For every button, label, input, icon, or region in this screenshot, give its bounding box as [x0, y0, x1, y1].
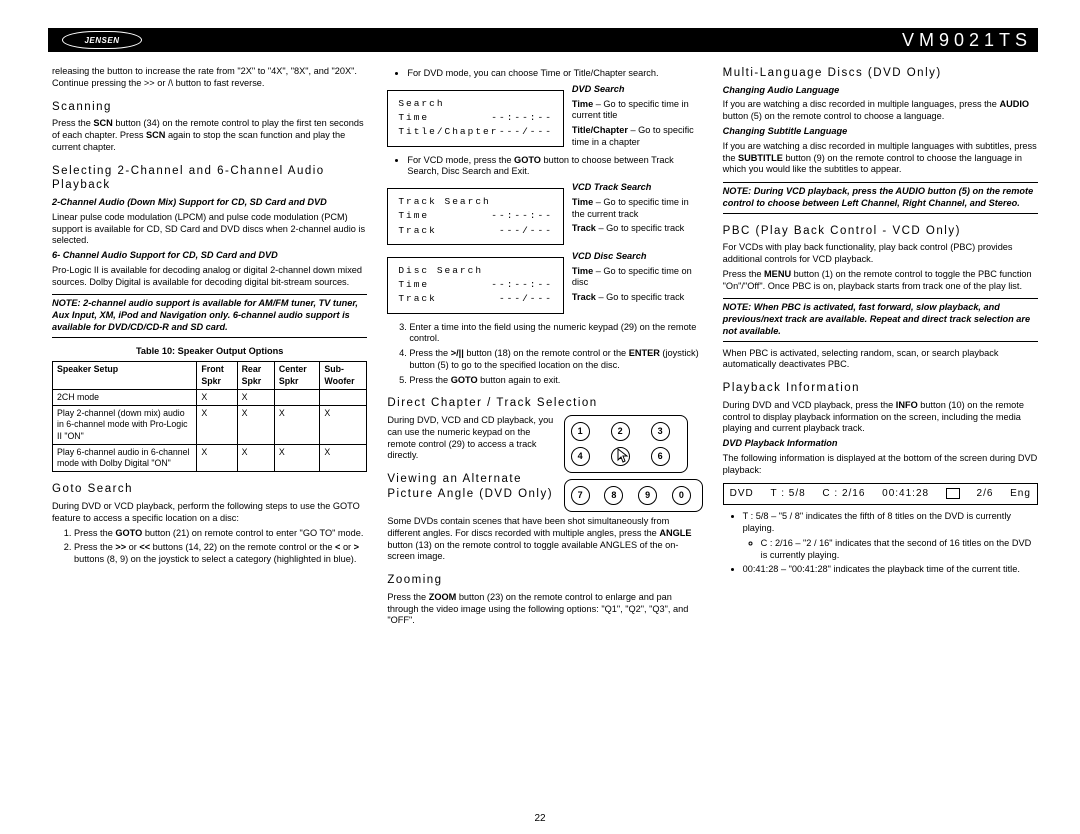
- playback-display: DVD T : 5/8 C : 2/16 00:41:28 2/6 Eng: [723, 483, 1038, 506]
- ml-sub1: Changing Audio Language: [723, 85, 1038, 97]
- vcd-disc-defs: VCD Disc Search Time – Go to specific ti…: [572, 251, 703, 307]
- vcd-disc-box: Disc Search Time--:--:-- Track---/---: [387, 257, 564, 314]
- dvd-search-pair: Search Time--:--:-- Title/Chapter---/---…: [387, 84, 702, 153]
- ml-p1: If you are watching a disc recorded in m…: [723, 99, 1038, 123]
- goto-text: During DVD or VCD playback, perform the …: [52, 501, 367, 525]
- goto-steps: Press the GOTO button (21) on remote con…: [52, 528, 367, 566]
- scanning-text: Press the SCN button (34) on the remote …: [52, 118, 367, 153]
- select-heading: Selecting 2-Channel and 6-Channel Audio …: [52, 164, 367, 193]
- ml-sub2: Changing Subtitle Language: [723, 126, 1038, 138]
- note-1: NOTE: 2-channel audio support is availab…: [52, 294, 367, 337]
- intro-text: releasing the button to increase the rat…: [52, 66, 367, 90]
- note-2: NOTE: During VCD playback, press the AUD…: [723, 182, 1038, 214]
- model-number: VM9021TS: [902, 30, 1032, 51]
- content-columns: releasing the button to increase the rat…: [52, 66, 1038, 806]
- vcd-track-box: Track Search Time--:--:-- Track---/---: [387, 188, 564, 245]
- keypad-3x3: 1 2 3 4 5 6: [564, 415, 688, 473]
- page-number: 22: [0, 813, 1080, 824]
- book-icon: [946, 488, 960, 499]
- display-bullets: T : 5/8 – "5 / 8" indicates the fifth of…: [723, 511, 1038, 576]
- select-sub1: 2-Channel Audio (Down Mix) Support for C…: [52, 197, 367, 209]
- pbc-p2: Press the MENU button (1) on the remote …: [723, 269, 1038, 293]
- pi-p2: The following information is displayed a…: [723, 453, 1038, 477]
- direct-heading: Direct Chapter / Track Selection: [387, 396, 702, 411]
- cursor-icon: [615, 448, 629, 464]
- view-text: Some DVDs contain scenes that have been …: [387, 516, 702, 563]
- brand-text: JENSEN: [62, 31, 142, 49]
- vcd-track-pair: Track Search Time--:--:-- Track---/--- V…: [387, 182, 702, 251]
- pbc-p3: When PBC is activated, selecting random,…: [723, 348, 1038, 372]
- bullet-dvd: For DVD mode, you can choose Time or Tit…: [387, 68, 702, 80]
- scanning-heading: Scanning: [52, 100, 367, 115]
- bullet-vcd: For VCD mode, press the GOTO button to c…: [387, 155, 702, 179]
- select-p2: Pro-Logic II is available for decoding a…: [52, 265, 367, 289]
- ml-heading: Multi-Language Discs (DVD Only): [723, 66, 1038, 81]
- zoom-heading: Zooming: [387, 573, 702, 588]
- column-3: Multi-Language Discs (DVD Only) Changing…: [723, 66, 1038, 806]
- table-title: Table 10: Speaker Output Options: [52, 346, 367, 358]
- dvd-search-box: Search Time--:--:-- Title/Chapter---/---: [387, 90, 564, 147]
- column-2: For DVD mode, you can choose Time or Tit…: [387, 66, 702, 806]
- brand-logo: JENSEN: [62, 31, 142, 49]
- keypad-wrap: 1 2 3 4 5 6 7 8 9 0: [564, 415, 703, 512]
- column-1: releasing the button to increase the rat…: [52, 66, 367, 806]
- vcd-disc-pair: Disc Search Time--:--:-- Track---/--- VC…: [387, 251, 702, 320]
- pi-heading: Playback Information: [723, 381, 1038, 396]
- speaker-table: Speaker Setup Front Spkr Rear Spkr Cente…: [52, 361, 367, 472]
- select-p1: Linear pulse code modulation (LPCM) and …: [52, 212, 367, 247]
- pi-sub: DVD Playback Information: [723, 438, 1038, 450]
- pbc-p1: For VCDs with play back functionality, p…: [723, 242, 1038, 266]
- note-3: NOTE: When PBC is activated, fast forwar…: [723, 298, 1038, 341]
- header-bar: JENSEN VM9021TS: [48, 28, 1038, 52]
- keypad-1x4: 7 8 9 0: [564, 479, 703, 512]
- pbc-heading: PBC (Play Back Control - VCD Only): [723, 224, 1038, 239]
- pi-p: During DVD and VCD playback, press the I…: [723, 400, 1038, 435]
- zoom-text: Press the ZOOM button (23) on the remote…: [387, 592, 702, 627]
- vcd-track-defs: VCD Track Search Time – Go to specific t…: [572, 182, 703, 238]
- goto-steps-cont: Enter a time into the field using the nu…: [387, 322, 702, 387]
- page: JENSEN VM9021TS releasing the button to …: [0, 0, 1080, 834]
- dvd-search-defs: DVD Search Time – Go to specific time in…: [572, 84, 703, 152]
- ml-p2: If you are watching a disc recorded in m…: [723, 141, 1038, 176]
- select-sub2: 6- Channel Audio Support for CD, SD Card…: [52, 250, 367, 262]
- goto-heading: Goto Search: [52, 482, 367, 497]
